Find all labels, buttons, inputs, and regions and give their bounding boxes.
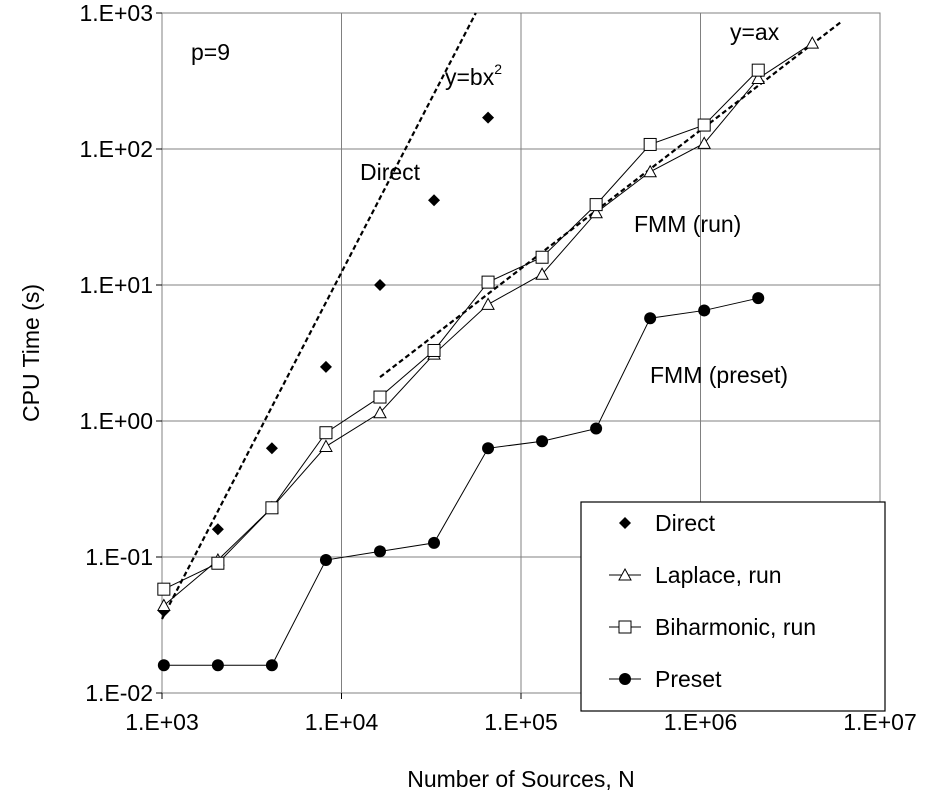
point-preset bbox=[265, 659, 278, 672]
x-tick-label: 1.E+03 bbox=[125, 709, 199, 735]
annotation-fmm-run: FMM (run) bbox=[634, 211, 741, 237]
point-laplace-run bbox=[373, 405, 387, 419]
point-laplace-run bbox=[805, 36, 820, 49]
legend-box bbox=[580, 501, 886, 712]
legend: Direct Laplace, run Biharmonic, run Preset bbox=[580, 501, 886, 712]
point-direct bbox=[211, 523, 224, 536]
y-tick-label: 1.E+00 bbox=[79, 408, 153, 434]
tick-labels: 1.E+03 1.E+04 1.E+05 1.E+06 1.E+07 1.E-02 1.E-… bbox=[79, 0, 916, 735]
point-laplace-run bbox=[157, 598, 171, 611]
annotation-direct: Direct bbox=[360, 159, 421, 185]
legend-entry-preset: Preset bbox=[609, 666, 722, 692]
x-tick-label: 1.E+07 bbox=[843, 709, 917, 735]
point-laplace-run bbox=[751, 71, 766, 84]
series bbox=[157, 36, 820, 672]
legend-entry-biharmonic-run: Biharmonic, run bbox=[609, 614, 816, 640]
point-preset bbox=[698, 304, 711, 317]
y-tick-label: 1.E+03 bbox=[79, 0, 153, 26]
point-biharmonic-run bbox=[373, 390, 387, 404]
point-biharmonic-run bbox=[535, 250, 549, 264]
legend-entry-laplace-run: Laplace, run bbox=[609, 562, 782, 588]
point-preset bbox=[319, 554, 332, 567]
y-tick-label: 1.E+02 bbox=[79, 136, 153, 162]
point-preset bbox=[644, 312, 657, 325]
x-tick-label: 1.E+06 bbox=[664, 709, 738, 735]
legend-marker bbox=[618, 567, 632, 581]
series-direct bbox=[157, 111, 495, 618]
x-axis-title: Number of Sources, N bbox=[407, 766, 635, 792]
legend-label: Laplace, run bbox=[655, 562, 782, 588]
point-preset bbox=[482, 442, 495, 455]
y-tick-label: 1.E-01 bbox=[85, 544, 153, 570]
fit-label-quadratic-base: y=bx bbox=[445, 64, 495, 90]
series-line-preset bbox=[163, 297, 759, 666]
point-preset bbox=[428, 536, 441, 549]
y-tick-label: 1.E+01 bbox=[79, 272, 153, 298]
fit-label-quadratic: y=bx2 bbox=[445, 61, 502, 90]
point-direct bbox=[265, 442, 278, 455]
point-laplace-run bbox=[697, 136, 712, 149]
point-laplace-run bbox=[589, 205, 603, 219]
point-laplace-run bbox=[535, 267, 549, 280]
y-tick-label: 1.E-02 bbox=[85, 680, 153, 706]
point-laplace-run bbox=[481, 297, 495, 310]
annotation-fmm-preset: FMM (preset) bbox=[650, 362, 788, 388]
point-biharmonic-run bbox=[427, 343, 441, 357]
legend-label: Preset bbox=[655, 666, 722, 692]
fit-line-quadratic bbox=[161, 12, 477, 620]
point-laplace-run bbox=[319, 439, 333, 452]
legend-marker bbox=[619, 673, 631, 685]
legend-entry-direct: Direct bbox=[619, 510, 716, 536]
series-line-biharmonic-run bbox=[163, 69, 759, 590]
point-preset bbox=[536, 435, 549, 448]
point-biharmonic-run bbox=[211, 556, 225, 570]
point-preset bbox=[590, 422, 603, 435]
legend-marker bbox=[619, 517, 631, 529]
point-preset bbox=[373, 545, 386, 558]
fit-label-linear: y=ax bbox=[730, 19, 780, 45]
legend-label: Biharmonic, run bbox=[655, 614, 816, 640]
series-preset bbox=[157, 292, 765, 672]
x-tick-label: 1.E+04 bbox=[305, 709, 379, 735]
point-biharmonic-run bbox=[319, 426, 333, 440]
legend-label: Direct bbox=[655, 510, 716, 536]
point-direct bbox=[373, 279, 386, 291]
x-tick-label: 1.E+05 bbox=[484, 709, 558, 735]
point-biharmonic-run bbox=[589, 198, 603, 212]
annotation-p: p=9 bbox=[191, 39, 230, 65]
point-biharmonic-run bbox=[643, 137, 657, 151]
point-biharmonic-run bbox=[481, 275, 495, 289]
point-preset bbox=[157, 659, 170, 672]
point-biharmonic-run bbox=[697, 118, 711, 132]
point-biharmonic-run bbox=[751, 63, 765, 77]
legend-marker bbox=[618, 620, 632, 634]
point-preset bbox=[752, 292, 765, 305]
point-biharmonic-run bbox=[157, 582, 171, 596]
point-biharmonic-run bbox=[265, 501, 279, 515]
fit-label-quadratic-exponent: 2 bbox=[494, 61, 502, 77]
point-direct bbox=[319, 360, 332, 373]
point-direct bbox=[428, 194, 441, 207]
series-biharmonic-run bbox=[157, 63, 765, 596]
point-preset bbox=[211, 659, 224, 672]
y-axis-title: CPU Time (s) bbox=[18, 284, 44, 422]
point-direct bbox=[482, 111, 495, 124]
point-laplace-run bbox=[643, 164, 658, 178]
